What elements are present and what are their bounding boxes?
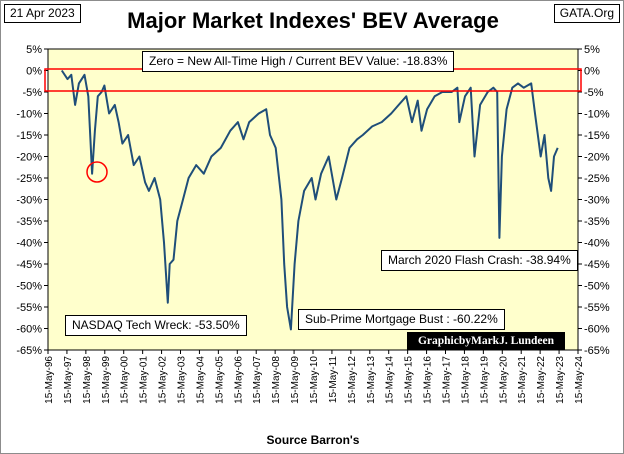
y-axis-left: 5% 0% -5% -10% -15% -20% -25% -30% -35% -40% -45% -… xyxy=(16,44,48,357)
y-tick-label: -60% xyxy=(584,324,610,336)
x-tick-label: 15-May-96 xyxy=(44,356,55,404)
x-tick-label: 15-May-21 xyxy=(517,356,528,404)
x-axis: 15-May-96 15-May-97 15-May-98 15-May-99 15-M… xyxy=(44,350,585,404)
y-tick-label: 5% xyxy=(26,44,42,56)
series-line xyxy=(60,69,559,331)
y-tick-label: -40% xyxy=(16,238,42,250)
x-tick-label: 15-May-19 xyxy=(479,356,490,404)
x-tick-label: 15-May-11 xyxy=(328,356,339,403)
plot-area xyxy=(47,48,579,351)
subprime-annotation: Sub-Prime Mortgage Bust : -60.22% xyxy=(298,309,505,330)
x-tick-label: 15-May-14 xyxy=(385,356,396,404)
x-tick-label: 15-May-00 xyxy=(120,356,131,404)
x-tick-label: 15-May-06 xyxy=(233,356,244,404)
y-tick-label: -15% xyxy=(16,130,42,142)
y-tick-label: -55% xyxy=(584,302,610,314)
y-tick-label: -30% xyxy=(584,195,610,207)
x-tick-label: 15-May-02 xyxy=(158,356,169,404)
y-tick-label: -10% xyxy=(584,109,610,121)
x-tick-label: 15-May-20 xyxy=(498,356,509,404)
x-tick-label: 15-May-23 xyxy=(555,356,566,404)
y-tick-label: -10% xyxy=(16,109,42,121)
credit-label: GraphicbyMarkJ. Lundeen xyxy=(407,332,565,350)
y-tick-label: -35% xyxy=(584,216,610,228)
flash-crash-annotation: March 2020 Flash Crash: -38.94% xyxy=(381,250,578,271)
y-tick-label: -45% xyxy=(16,259,42,271)
x-tick-label: 15-May-24 xyxy=(574,356,585,404)
x-tick-label: 15-May-05 xyxy=(214,356,225,404)
y-tick-label: -35% xyxy=(16,216,42,228)
x-tick-label: 15-May-12 xyxy=(347,356,358,404)
nasdaq-annotation: NASDAQ Tech Wreck: -53.50% xyxy=(65,315,247,336)
y-tick-label: 0% xyxy=(26,66,42,78)
y-tick-label: -25% xyxy=(16,173,42,185)
y-tick-label: 0% xyxy=(584,66,600,78)
source-site-label: GATA.Org xyxy=(553,4,620,23)
y-tick-label: -20% xyxy=(584,152,610,164)
x-tick-label: 15-May-09 xyxy=(290,356,301,404)
x-tick-label: 15-May-15 xyxy=(404,356,415,404)
x-tick-label: 15-May-04 xyxy=(195,356,206,404)
x-tick-label: 15-May-08 xyxy=(271,356,282,404)
y-tick-label: -25% xyxy=(584,173,610,185)
x-tick-label: 15-May-13 xyxy=(366,356,377,404)
x-tick-label: 15-May-16 xyxy=(423,356,434,404)
y-tick-label: -15% xyxy=(584,130,610,142)
x-tick-label: 15-May-97 xyxy=(63,356,74,404)
y-tick-label: -60% xyxy=(16,324,42,336)
y-tick-label: -40% xyxy=(584,238,610,250)
y-axis-right: 5% 0% -5% -10% -15% -20% -25% -30% -35% -40% -45% -… xyxy=(578,44,610,357)
x-tick-label: 15-May-99 xyxy=(101,356,112,404)
y-tick-label: -65% xyxy=(16,345,42,357)
y-tick-label: -65% xyxy=(584,345,610,357)
zero-note: Zero = New All-Time High / Current BEV V… xyxy=(142,51,455,72)
series-group xyxy=(60,69,559,331)
y-tick-label: -45% xyxy=(584,259,610,271)
y-tick-label: 5% xyxy=(584,44,600,56)
y-tick-label: -30% xyxy=(16,195,42,207)
x-tick-label: 15-May-03 xyxy=(177,356,188,404)
x-tick-label: 15-May-18 xyxy=(460,356,471,404)
y-tick-label: -50% xyxy=(584,281,610,293)
x-tick-label: 15-May-17 xyxy=(442,356,453,404)
y-tick-label: -5% xyxy=(22,87,42,99)
x-tick-label: 15-May-01 xyxy=(139,356,150,404)
y-tick-label: -50% xyxy=(16,281,42,293)
y-tick-label: -5% xyxy=(584,87,604,99)
x-axis-title: Source Barron's xyxy=(266,433,360,447)
x-tick-label: 15-May-22 xyxy=(536,356,547,404)
date-label: 21 Apr 2023 xyxy=(4,4,81,23)
x-tick-label: 15-May-98 xyxy=(82,356,93,404)
y-tick-label: -20% xyxy=(16,152,42,164)
x-tick-label: 15-May-07 xyxy=(252,356,263,404)
chart-title: Major Market Indexes' BEV Average xyxy=(127,8,499,33)
y-tick-label: -55% xyxy=(16,302,42,314)
x-tick-label: 15-May-10 xyxy=(309,356,320,404)
highlight-circle xyxy=(86,161,108,183)
